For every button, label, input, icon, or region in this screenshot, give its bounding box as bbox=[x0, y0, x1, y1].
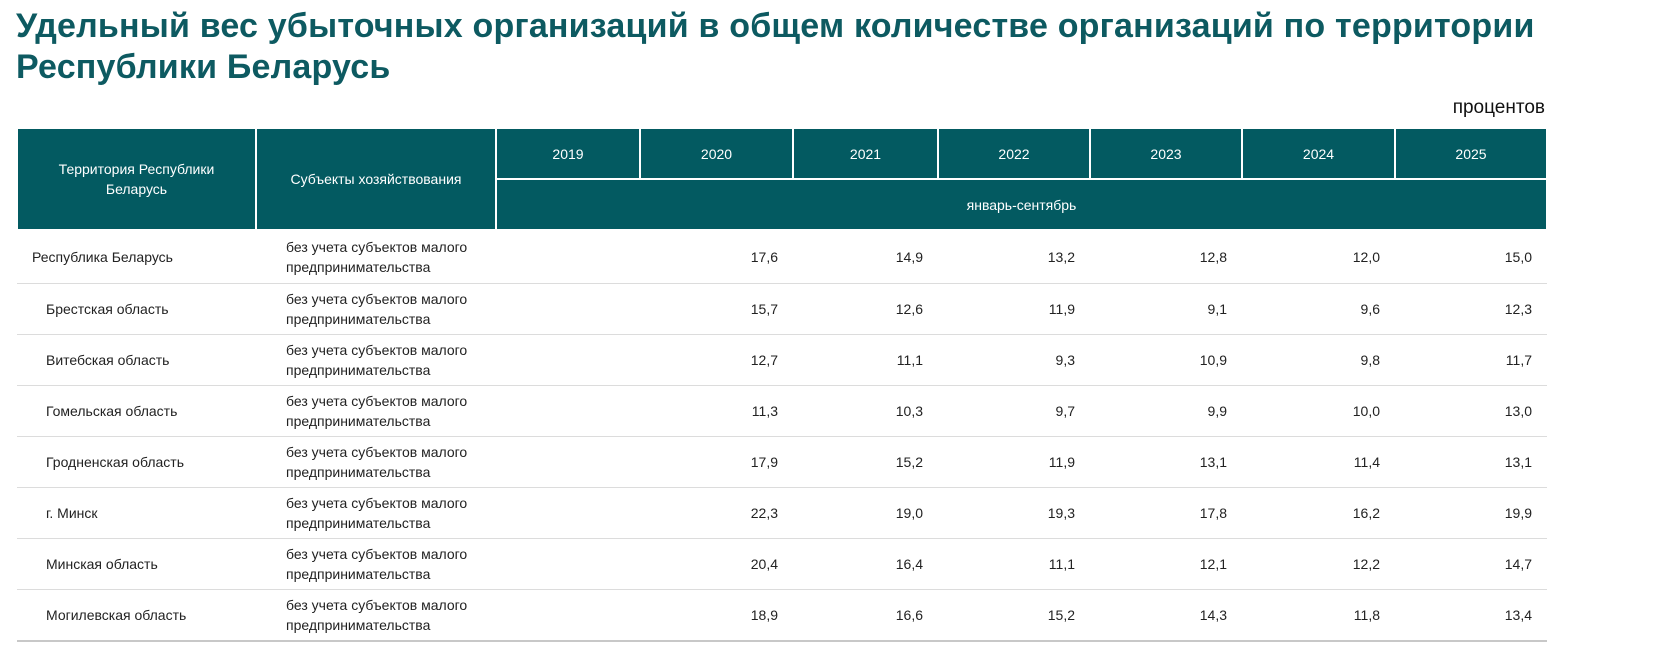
cell-value-2020: 22,3 bbox=[640, 487, 793, 539]
cell-territory: г. Минск bbox=[17, 487, 256, 539]
cell-value-2019 bbox=[496, 589, 640, 642]
cell-value-2022: 9,7 bbox=[938, 385, 1090, 437]
table-row: Гродненская область без учета субъектов м… bbox=[17, 436, 1547, 488]
cell-territory: Гродненская область bbox=[17, 436, 256, 488]
cell-value-2022: 19,3 bbox=[938, 487, 1090, 539]
cell-value-2023: 9,9 bbox=[1090, 385, 1242, 437]
cell-territory: Могилевская область bbox=[17, 589, 256, 642]
cell-value-2021: 15,2 bbox=[793, 436, 938, 488]
cell-subject: без учета субъектов малого предпринимате… bbox=[256, 538, 496, 590]
header-year-2024[interactable]: 2024 bbox=[1241, 127, 1396, 180]
cell-value-2020: 17,9 bbox=[640, 436, 793, 488]
cell-value-2025: 12,3 bbox=[1395, 283, 1547, 335]
cell-subject: без учета субъектов малого предпринимате… bbox=[256, 283, 496, 335]
cell-subject: без учета субъектов малого предпринимате… bbox=[256, 589, 496, 642]
cell-value-2025: 11,7 bbox=[1395, 334, 1547, 386]
cell-value-2024: 12,0 bbox=[1242, 230, 1395, 284]
cell-value-2019 bbox=[496, 538, 640, 590]
cell-value-2022: 13,2 bbox=[938, 230, 1090, 284]
table-row: Минская область без учета субъектов малог… bbox=[17, 538, 1547, 590]
page-title: Удельный вес убыточных организаций в общ… bbox=[16, 7, 1535, 86]
cell-value-2021: 12,6 bbox=[793, 283, 938, 335]
cell-value-2025: 13,1 bbox=[1395, 436, 1547, 488]
cell-value-2022: 11,9 bbox=[938, 436, 1090, 488]
cell-value-2022: 9,3 bbox=[938, 334, 1090, 386]
cell-subject: без учета субъектов малого предпринимате… bbox=[256, 230, 496, 284]
cell-value-2019 bbox=[496, 334, 640, 386]
cell-value-2024: 11,8 bbox=[1242, 589, 1395, 642]
cell-value-2019 bbox=[496, 487, 640, 539]
cell-value-2025: 13,4 bbox=[1395, 589, 1547, 642]
cell-territory: Республика Беларусь bbox=[17, 230, 256, 284]
header-territory[interactable]: Территория Республики Беларусь bbox=[16, 127, 257, 231]
table-row: Могилевская область без учета субъектов м… bbox=[17, 589, 1547, 642]
table-body: Республика Беларусь без учета субъектов м… bbox=[17, 230, 1547, 642]
units-label: процентов bbox=[1452, 97, 1545, 118]
table-row: Витебская область без учета субъектов мал… bbox=[17, 334, 1547, 386]
cell-value-2020: 20,4 bbox=[640, 538, 793, 590]
cell-value-2019 bbox=[496, 385, 640, 437]
cell-territory: Витебская область bbox=[17, 334, 256, 386]
cell-value-2025: 15,0 bbox=[1395, 230, 1547, 284]
cell-territory: Брестская область bbox=[17, 283, 256, 335]
table-row: г. Минск без учета субъектов малого предп… bbox=[17, 487, 1547, 539]
cell-value-2020: 18,9 bbox=[640, 589, 793, 642]
cell-value-2023: 13,1 bbox=[1090, 436, 1242, 488]
header-year-2025[interactable]: 2025 bbox=[1394, 127, 1548, 180]
header-period: январь-сентябрь bbox=[495, 178, 1548, 231]
cell-value-2021: 19,0 bbox=[793, 487, 938, 539]
cell-value-2022: 11,1 bbox=[938, 538, 1090, 590]
cell-value-2021: 14,9 bbox=[793, 230, 938, 284]
cell-value-2024: 12,2 bbox=[1242, 538, 1395, 590]
cell-territory: Гомельская область bbox=[17, 385, 256, 437]
cell-value-2021: 16,4 bbox=[793, 538, 938, 590]
cell-value-2024: 9,8 bbox=[1242, 334, 1395, 386]
cell-value-2021: 10,3 bbox=[793, 385, 938, 437]
cell-subject: без учета субъектов малого предпринимате… bbox=[256, 385, 496, 437]
cell-value-2019 bbox=[496, 230, 640, 284]
table-row: Гомельская область без учета субъектов ма… bbox=[17, 385, 1547, 437]
cell-value-2019 bbox=[496, 283, 640, 335]
cell-value-2020: 15,7 bbox=[640, 283, 793, 335]
header-year-2020[interactable]: 2020 bbox=[639, 127, 794, 180]
cell-value-2022: 11,9 bbox=[938, 283, 1090, 335]
cell-value-2024: 11,4 bbox=[1242, 436, 1395, 488]
cell-territory: Минская область bbox=[17, 538, 256, 590]
header-year-2019[interactable]: 2019 bbox=[495, 127, 641, 180]
cell-subject: без учета субъектов малого предпринимате… bbox=[256, 334, 496, 386]
cell-value-2022: 15,2 bbox=[938, 589, 1090, 642]
table-row: Брестская область без учета субъектов мал… bbox=[17, 283, 1547, 335]
cell-value-2023: 9,1 bbox=[1090, 283, 1242, 335]
cell-value-2023: 14,3 bbox=[1090, 589, 1242, 642]
cell-subject: без учета субъектов малого предпринимате… bbox=[256, 436, 496, 488]
cell-value-2024: 16,2 bbox=[1242, 487, 1395, 539]
cell-value-2024: 10,0 bbox=[1242, 385, 1395, 437]
cell-value-2023: 12,8 bbox=[1090, 230, 1242, 284]
cell-value-2025: 19,9 bbox=[1395, 487, 1547, 539]
cell-value-2019 bbox=[496, 436, 640, 488]
cell-value-2023: 12,1 bbox=[1090, 538, 1242, 590]
header-year-2021[interactable]: 2021 bbox=[792, 127, 939, 180]
cell-value-2025: 14,7 bbox=[1395, 538, 1547, 590]
cell-value-2021: 16,6 bbox=[793, 589, 938, 642]
header-subjects[interactable]: Субъекты хозяйствования bbox=[255, 127, 497, 231]
cell-value-2021: 11,1 bbox=[793, 334, 938, 386]
cell-value-2025: 13,0 bbox=[1395, 385, 1547, 437]
cell-value-2020: 11,3 bbox=[640, 385, 793, 437]
data-table: Территория Республики Беларусь Субъекты … bbox=[16, 127, 1548, 642]
cell-value-2024: 9,6 bbox=[1242, 283, 1395, 335]
cell-value-2023: 10,9 bbox=[1090, 334, 1242, 386]
header-year-2022[interactable]: 2022 bbox=[937, 127, 1091, 180]
header-year-2023[interactable]: 2023 bbox=[1089, 127, 1243, 180]
cell-value-2023: 17,8 bbox=[1090, 487, 1242, 539]
cell-value-2020: 17,6 bbox=[640, 230, 793, 284]
cell-subject: без учета субъектов малого предпринимате… bbox=[256, 487, 496, 539]
cell-value-2020: 12,7 bbox=[640, 334, 793, 386]
table-row: Республика Беларусь без учета субъектов м… bbox=[17, 230, 1547, 284]
